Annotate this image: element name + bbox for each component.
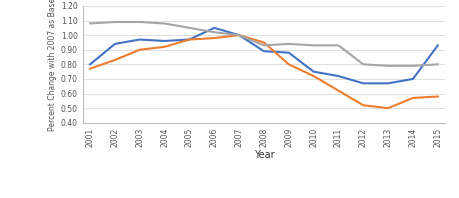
Y-axis label: Percent Change with 2007 as Base: Percent Change with 2007 as Base [48, 0, 56, 131]
Farm Gate Value [87, 63, 93, 66]
Production [212, 37, 217, 39]
Price [336, 44, 341, 47]
Production [410, 97, 416, 99]
Farm Gate Value [261, 50, 267, 52]
Farm Gate Value [360, 82, 366, 85]
Production [311, 75, 316, 77]
Farm Gate Value [162, 40, 168, 42]
Price [236, 34, 242, 36]
Price [261, 44, 267, 47]
Farm Gate Value [236, 34, 242, 36]
Production [112, 59, 118, 61]
Line: Production: Production [90, 35, 438, 108]
Farm Gate Value [435, 44, 441, 47]
Line: Price: Price [90, 22, 438, 66]
Production [162, 46, 168, 48]
Farm Gate Value [137, 38, 142, 41]
Farm Gate Value [410, 78, 416, 80]
X-axis label: Year: Year [254, 150, 274, 160]
Line: Farm Gate Value: Farm Gate Value [90, 28, 438, 83]
Production [87, 68, 93, 70]
Farm Gate Value [311, 70, 316, 73]
Price [435, 63, 441, 66]
Farm Gate Value [212, 27, 217, 29]
Farm Gate Value [336, 75, 341, 77]
Price [87, 22, 93, 25]
Price [311, 44, 316, 47]
Production [336, 89, 341, 92]
Price [410, 65, 416, 67]
Production [261, 41, 267, 44]
Price [137, 21, 142, 23]
Farm Gate Value [286, 51, 291, 54]
Farm Gate Value [187, 38, 192, 41]
Farm Gate Value [386, 82, 391, 85]
Price [112, 21, 118, 23]
Production [187, 38, 192, 41]
Farm Gate Value [112, 43, 118, 45]
Price [360, 63, 366, 66]
Price [386, 65, 391, 67]
Price [187, 27, 192, 29]
Price [162, 22, 168, 25]
Price [212, 31, 217, 33]
Production [286, 63, 291, 66]
Production [435, 95, 441, 98]
Production [360, 104, 366, 106]
Production [137, 49, 142, 51]
Price [286, 43, 291, 45]
Production [386, 107, 391, 109]
Production [236, 34, 242, 36]
